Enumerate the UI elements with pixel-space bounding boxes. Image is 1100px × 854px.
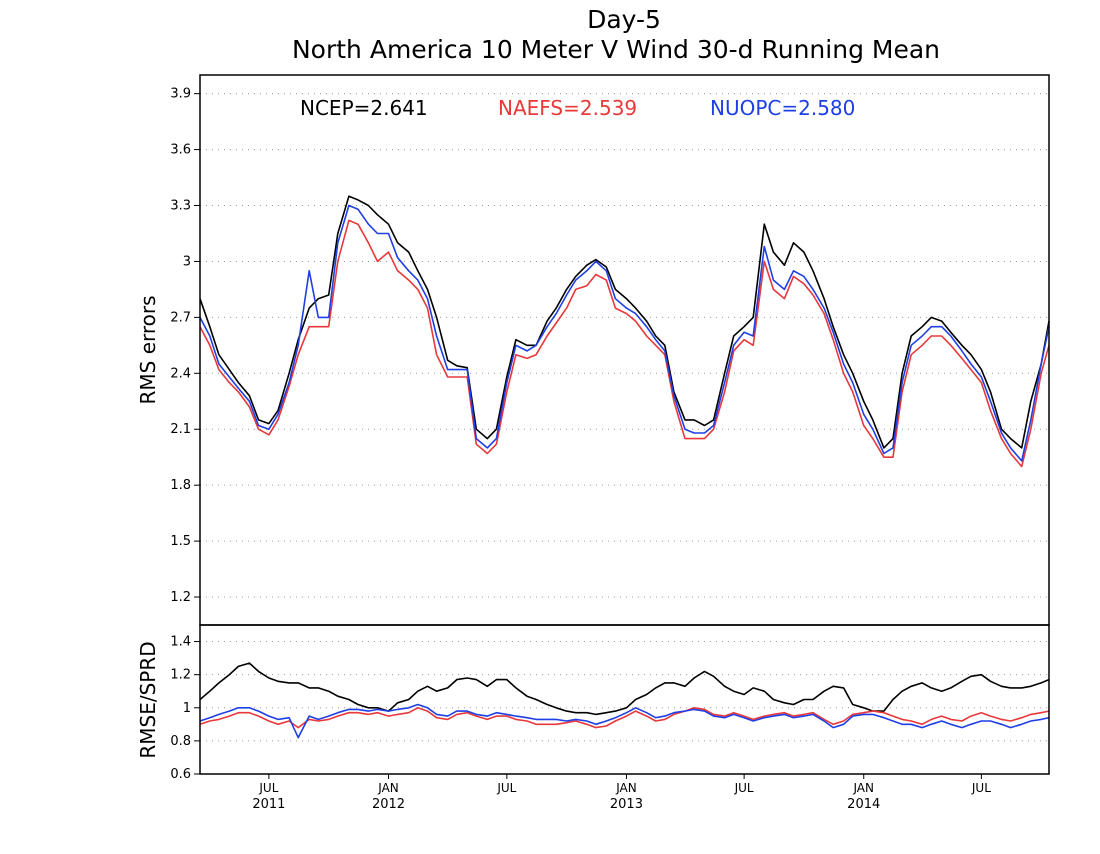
top-series-naefs — [199, 219, 1050, 468]
legend-nuopc: NUOPC=2.580 — [710, 96, 855, 120]
bottom-y-tick-label: 1.2 — [170, 668, 191, 683]
bottom-panel-series — [199, 662, 1050, 739]
x-tick-label: JUL — [734, 781, 754, 795]
legend-ncep: NCEP=2.641 — [300, 96, 428, 120]
top-y-tick-label: 1.8 — [170, 478, 191, 493]
top-panel-series — [199, 195, 1050, 468]
top-y-tick-label: 3.3 — [170, 199, 191, 214]
x-tick-label: JAN — [852, 781, 874, 795]
bottom-series-nuopc — [199, 703, 1050, 739]
top-y-tick-label: 1.2 — [170, 590, 191, 605]
bottom-series-ncep — [199, 662, 1050, 716]
top-y-tick-label: 2.4 — [170, 366, 191, 381]
legend-naefs: NAEFS=2.539 — [498, 96, 637, 120]
bottom-panel-frame — [199, 624, 1050, 775]
x-tick-label: JAN — [377, 781, 399, 795]
x-tick-label: JUL — [258, 781, 278, 795]
bottom-y-tick-label: 1 — [183, 701, 191, 716]
x-tick-label: JUL — [971, 781, 991, 795]
x-tick-label: JAN — [615, 781, 637, 795]
chart-title-line1: Day-5 — [587, 5, 661, 34]
x-tick-year-label: 2014 — [847, 797, 880, 812]
top-panel-frame — [199, 74, 1050, 626]
bottom-series-naefs — [199, 706, 1050, 729]
top-y-tick-label: 1.5 — [170, 534, 191, 549]
x-tick-label: JUL — [496, 781, 516, 795]
top-series-nuopc — [199, 204, 1050, 462]
x-axis-ticks: JUL 2011 JAN 2012 JUL JAN 2013 JUL JAN 2014 JUL — [252, 774, 991, 812]
top-y-tick-label: 3.6 — [170, 143, 191, 158]
x-tick-year-label: 2012 — [372, 797, 405, 812]
top-series-ncep — [199, 195, 1050, 449]
top-y-tick-label: 3 — [183, 254, 191, 269]
bottom-y-tick-label: 0.8 — [170, 734, 191, 749]
bottom-y-tick-label: 0.6 — [170, 767, 191, 782]
top-y-axis-ticks: 1.2 1.5 1.8 2.1 2.4 2.7 3 3.3 3.6 3.9 — [170, 87, 200, 605]
bottom-y-axis-ticks: 0.6 0.8 1 1.2 1.4 — [170, 635, 200, 782]
bottom-y-tick-label: 1.4 — [170, 635, 191, 650]
x-tick-year-label: 2011 — [252, 797, 285, 812]
x-tick-year-label: 2013 — [610, 797, 643, 812]
top-y-tick-label: 2.1 — [170, 422, 191, 437]
bottom-y-axis-label: RMSE/SPRD — [136, 641, 160, 758]
top-y-tick-label: 2.7 — [170, 310, 191, 325]
top-y-tick-label: 3.9 — [170, 87, 191, 102]
chart-title-line2: North America 10 Meter V Wind 30-d Runni… — [292, 35, 940, 64]
top-y-axis-label: RMS errors — [136, 295, 160, 404]
